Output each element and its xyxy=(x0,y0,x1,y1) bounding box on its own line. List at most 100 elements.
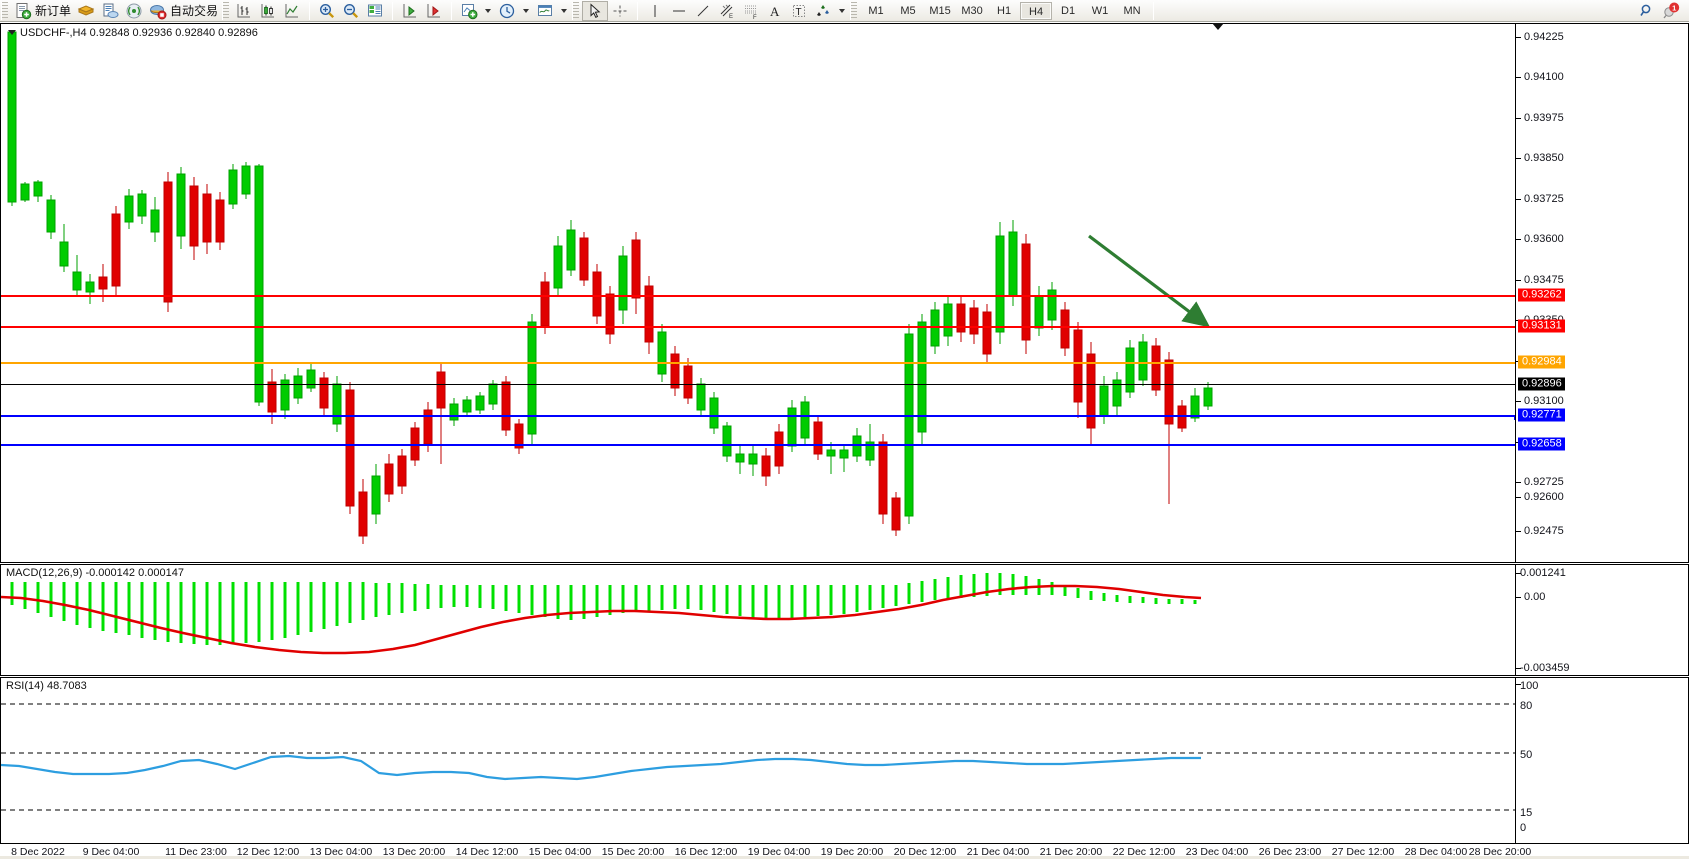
chart-list-icon xyxy=(366,2,384,20)
toolbar-grip-4[interactable] xyxy=(850,1,858,20)
horizontal-line-tool-button[interactable] xyxy=(667,1,691,21)
add-indicator-dropdown-caret[interactable] xyxy=(485,8,492,13)
symbol-dropdown-caret[interactable] xyxy=(8,30,16,35)
period-dropdown-caret[interactable] xyxy=(523,8,530,13)
equidistant-channel-tool-button[interactable]: E xyxy=(715,1,739,21)
time-tick-label: 9 Dec 04:00 xyxy=(82,846,140,858)
timeframe-m1[interactable]: M1 xyxy=(868,4,884,17)
rsi-info-label: RSI(14) 48.7083 xyxy=(6,680,87,692)
timeframe-mn[interactable]: MN xyxy=(1123,4,1141,17)
time-tick-label: 16 Dec 12:00 xyxy=(674,846,738,858)
fibonacci-tool-button[interactable]: F xyxy=(739,1,763,21)
macd-tick-label: 0.001241 xyxy=(1520,567,1566,579)
support-line-1-handle[interactable] xyxy=(1514,415,1515,420)
template-icon xyxy=(536,2,554,20)
data-window-button[interactable] xyxy=(98,1,122,21)
add-indicator-icon xyxy=(460,2,478,20)
pivot-line[interactable] xyxy=(1,362,1515,364)
resistance-label-2[interactable]: 0.93131 xyxy=(1518,319,1565,333)
time-tick-label: 28 Dec 04:00 xyxy=(1404,846,1468,858)
wallet-button[interactable] xyxy=(74,1,98,21)
search-icon xyxy=(1638,2,1656,20)
support-line-2[interactable] xyxy=(1,444,1515,446)
toolbar-separator-4 xyxy=(637,1,639,20)
trend-arrow-annotation[interactable] xyxy=(1,24,1515,562)
search-button[interactable] xyxy=(1635,1,1659,21)
wallet-icon xyxy=(77,2,95,20)
resistance-line-2[interactable] xyxy=(1,326,1515,328)
macd-pane[interactable]: MACD(12,26,9) -0.000142 0.000147 xyxy=(0,564,1689,676)
timeframe-m5[interactable]: M5 xyxy=(900,4,916,17)
timeframe-m15[interactable]: M15 xyxy=(929,4,951,17)
resistance-line-1[interactable] xyxy=(1,295,1515,297)
time-axis[interactable]: 8 Dec 2022 9 Dec 04:00 11 Dec 23:00 12 D… xyxy=(0,845,1689,859)
candlestick-chart-icon xyxy=(259,2,277,20)
add-indicator-button[interactable] xyxy=(457,1,481,21)
crosshair-tool-button[interactable] xyxy=(608,1,632,21)
price-tick-label: 0.92600 xyxy=(1524,491,1564,503)
time-tick-label: 23 Dec 04:00 xyxy=(1185,846,1249,858)
vertical-line-tool-button[interactable] xyxy=(643,1,667,21)
arrows-dropdown-caret[interactable] xyxy=(839,8,846,13)
rsi-tick-label: 0 xyxy=(1520,822,1527,834)
time-tick-label: 15 Dec 04:00 xyxy=(528,846,592,858)
text-label-tool-button[interactable]: T xyxy=(787,1,811,21)
bid-price-line xyxy=(1,384,1515,385)
chart-list-button[interactable] xyxy=(363,1,387,21)
period-button[interactable] xyxy=(495,1,519,21)
support-label-1[interactable]: 0.92771 xyxy=(1518,408,1565,422)
toolbar-grip-2[interactable] xyxy=(222,1,230,20)
svg-text:F: F xyxy=(753,15,757,20)
zoom-out-icon xyxy=(342,2,360,20)
notifications-button[interactable]: 1 xyxy=(1659,1,1683,21)
macd-plot-area[interactable] xyxy=(1,565,1515,675)
trendline-tool-button[interactable] xyxy=(691,1,715,21)
support-label-2[interactable]: 0.92658 xyxy=(1518,437,1565,451)
time-tick-label: 28 Dec 20:00 xyxy=(1468,846,1532,858)
auto-scroll-button[interactable] xyxy=(422,1,446,21)
support-line-1[interactable] xyxy=(1,415,1515,420)
candlestick-chart-button[interactable] xyxy=(256,1,280,21)
pivot-label[interactable]: 0.92984 xyxy=(1518,355,1565,369)
bar-chart-button[interactable] xyxy=(232,1,256,21)
toolbar-separator-3 xyxy=(451,1,453,20)
zoom-out-button[interactable] xyxy=(339,1,363,21)
bid-price-label: 0.92896 xyxy=(1518,377,1565,391)
bar-chart-icon xyxy=(235,2,253,20)
templates-dropdown-caret[interactable] xyxy=(561,8,568,13)
zoom-in-button[interactable] xyxy=(315,1,339,21)
cursor-tool-button[interactable] xyxy=(582,0,609,21)
signals-button[interactable] xyxy=(122,1,146,21)
price-chart-pane[interactable]: USDCHF-,H4 0.92848 0.92936 0.92840 0.928… xyxy=(0,23,1689,563)
time-tick-label: 27 Dec 12:00 xyxy=(1331,846,1395,858)
rsi-axis[interactable]: 100 80 50 15 0 xyxy=(1515,678,1688,843)
macd-axis[interactable]: 0.001241 0.00 -0.003459 xyxy=(1515,565,1688,675)
arrows-tool-button[interactable] xyxy=(811,1,835,21)
toolbar-grip-1[interactable] xyxy=(1,1,8,20)
line-chart-button[interactable] xyxy=(280,1,304,21)
price-axis[interactable]: 0.94225 0.94100 0.93975 0.93850 0.93725 … xyxy=(1515,24,1688,562)
text-tool-button[interactable]: A xyxy=(763,1,787,21)
timeframe-h4[interactable]: H4 xyxy=(1020,1,1053,20)
price-tick-label: 0.94100 xyxy=(1524,71,1564,83)
symbol-info-text: USDCHF-,H4 0.92848 0.92936 0.92840 0.928… xyxy=(20,27,258,39)
timeframe-d1[interactable]: D1 xyxy=(1061,4,1076,17)
chart-shift-button[interactable] xyxy=(398,1,422,21)
rsi-pane[interactable]: RSI(14) 48.7083 100 80 50 15 0 xyxy=(0,677,1689,844)
timeframe-m30[interactable]: M30 xyxy=(961,4,983,17)
auto-trading-icon xyxy=(149,2,167,20)
auto-trading-button[interactable]: 自动交易 xyxy=(146,1,221,21)
chart-top-marker xyxy=(1212,23,1224,30)
new-order-button[interactable]: 新订单 xyxy=(11,1,74,21)
cursor-arrow-icon xyxy=(586,2,604,20)
timeframe-h1[interactable]: H1 xyxy=(997,4,1012,17)
toolbar-grip-3[interactable] xyxy=(572,1,580,20)
crosshair-icon xyxy=(611,2,629,20)
rsi-plot-area[interactable] xyxy=(1,678,1515,843)
templates-button[interactable] xyxy=(533,1,557,21)
timeframe-w1[interactable]: W1 xyxy=(1091,4,1109,17)
line-chart-icon xyxy=(283,2,301,20)
price-plot-area[interactable] xyxy=(1,24,1515,562)
candlestick-series xyxy=(7,30,1213,544)
resistance-label-1[interactable]: 0.93262 xyxy=(1518,288,1565,302)
